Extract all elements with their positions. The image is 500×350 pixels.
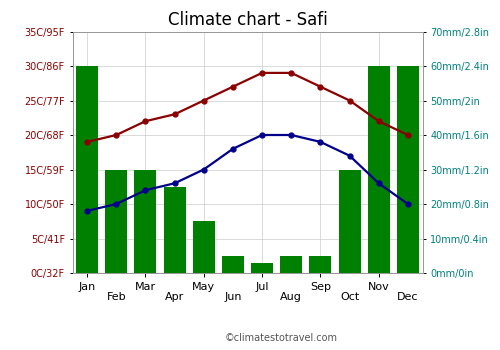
Bar: [193, 221, 214, 273]
Bar: [280, 256, 302, 273]
Text: ©climatestotravel.com: ©climatestotravel.com: [225, 333, 338, 343]
Text: Apr: Apr: [165, 292, 184, 302]
Title: Climate chart - Safi: Climate chart - Safi: [168, 10, 328, 29]
Text: Oct: Oct: [340, 292, 359, 302]
Bar: [251, 262, 273, 273]
Bar: [76, 66, 98, 273]
Bar: [397, 66, 419, 273]
Bar: [338, 169, 360, 273]
Bar: [106, 169, 127, 273]
Bar: [310, 256, 332, 273]
Bar: [368, 66, 390, 273]
Bar: [134, 169, 156, 273]
Text: Jun: Jun: [224, 292, 242, 302]
Bar: [222, 256, 244, 273]
Text: Aug: Aug: [280, 292, 302, 302]
Bar: [164, 187, 186, 273]
Text: Dec: Dec: [397, 292, 418, 302]
Text: Feb: Feb: [106, 292, 126, 302]
